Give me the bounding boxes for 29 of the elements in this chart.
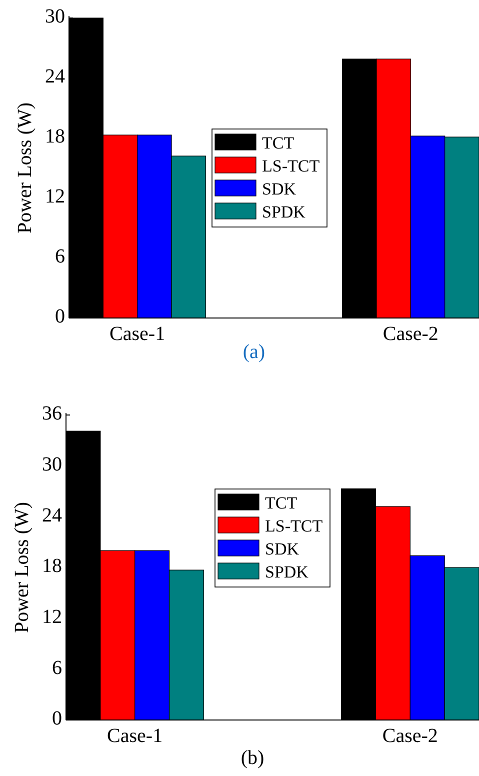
y-tick-label: 12 <box>45 186 65 208</box>
legend-label: SDK <box>262 179 297 198</box>
y-tick-label: 24 <box>45 66 65 88</box>
legend-label: SPDK <box>265 562 310 582</box>
x-tick-label: Case-1 <box>110 323 166 345</box>
y-tick-label: 12 <box>42 606 62 628</box>
y-tick-label: 18 <box>42 555 62 578</box>
y-tick-label: 30 <box>45 6 65 28</box>
y-axis-title: Power Loss (W) <box>14 102 36 234</box>
x-tick-label: Case-2 <box>382 323 438 345</box>
y-tick-label: 0 <box>55 306 65 328</box>
legend-label: LS-TCT <box>265 516 324 536</box>
legend-label: LS-TCT <box>262 156 320 176</box>
x-tick-label: Case-2 <box>382 725 438 747</box>
legend-label: SDK <box>265 539 300 558</box>
y-tick-label: 18 <box>45 126 65 148</box>
y-tick-label: 0 <box>52 708 62 730</box>
y-tick-label: 30 <box>42 453 62 476</box>
y-tick-label: 6 <box>55 246 65 268</box>
y-axis-title: Power Loss (W) <box>11 502 33 634</box>
legend-label: TCT <box>265 493 298 512</box>
y-tick-label: 6 <box>52 656 62 679</box>
y-tick-label: 24 <box>42 504 62 526</box>
legend-label: TCT <box>262 133 295 152</box>
y-tick-label: 36 <box>42 402 62 425</box>
x-tick-label: Case-1 <box>107 725 163 747</box>
text: (b) <box>240 747 264 769</box>
legend-label: SPDK <box>262 202 306 222</box>
text: (a) <box>242 341 266 363</box>
